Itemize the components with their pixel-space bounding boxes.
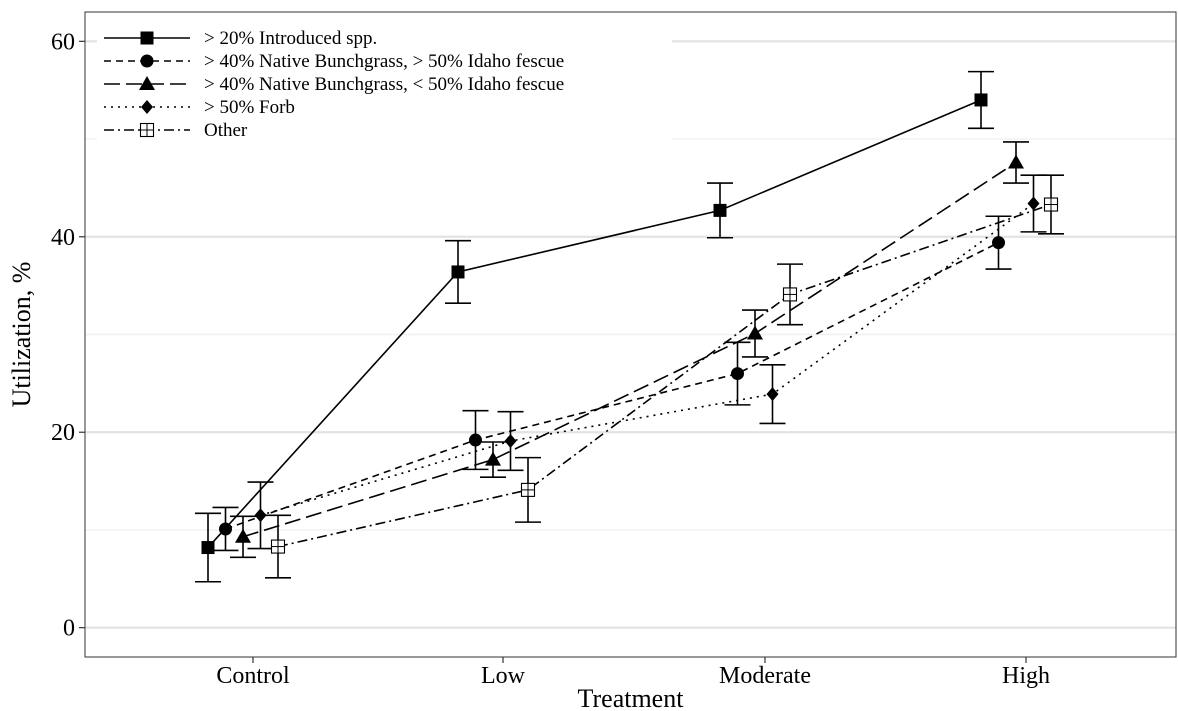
- series-layer: [195, 70, 1064, 583]
- marker-crossed-square: [520, 482, 536, 497]
- y-tick-label: 0: [63, 616, 75, 642]
- marker-diamond: [254, 508, 267, 523]
- marker-triangle: [139, 76, 155, 90]
- series-line: [242, 161, 1017, 538]
- marker-square: [974, 93, 988, 107]
- marker-diamond: [504, 434, 517, 449]
- marker-crossed-square: [782, 287, 798, 302]
- y-tick-label: 60: [51, 29, 75, 55]
- legend-item: > 20% Introduced spp.: [104, 28, 377, 49]
- legend-item: > 40% Native Bunchgrass, < 50% Idaho fes…: [104, 74, 564, 95]
- series-line: [260, 202, 1034, 517]
- series: [247, 174, 1047, 550]
- marker-circle: [219, 522, 232, 536]
- marker-triangle: [1008, 154, 1024, 169]
- x-axis-title: Treatment: [578, 684, 685, 711]
- x-tick-label: Low: [481, 663, 526, 689]
- series: [265, 174, 1064, 579]
- marker-triangle: [235, 528, 251, 543]
- marker-diamond: [141, 100, 153, 114]
- marker-diamond: [766, 387, 779, 402]
- marker-crossed-square: [1043, 197, 1059, 212]
- marker-square: [140, 31, 154, 45]
- marker-triangle: [747, 325, 763, 340]
- legend-item: > 40% Native Bunchgrass, > 50% Idaho fes…: [104, 51, 564, 72]
- legend-label: > 40% Native Bunchgrass, > 50% Idaho fes…: [204, 51, 564, 72]
- marker-circle: [992, 236, 1005, 250]
- y-tick-label: 20: [51, 420, 75, 446]
- series: [230, 141, 1029, 559]
- marker-crossed-square: [270, 539, 286, 554]
- series: [195, 70, 994, 583]
- legend-item: > 50% Forb: [104, 97, 295, 118]
- marker-square: [201, 541, 215, 555]
- marker-diamond: [1027, 196, 1040, 211]
- legend-label: > 20% Introduced spp.: [204, 28, 377, 49]
- legend-label: Other: [204, 120, 248, 141]
- y-tick-label: 40: [51, 225, 75, 251]
- series: [212, 215, 1012, 552]
- x-tick-label: Control: [216, 663, 290, 689]
- series-line: [277, 203, 1052, 548]
- marker-crossed-square: [139, 122, 155, 138]
- marker-square: [451, 265, 465, 279]
- marker-circle: [731, 367, 744, 381]
- marker-square: [713, 203, 727, 217]
- marker-triangle: [485, 451, 501, 466]
- series-line: [207, 99, 982, 549]
- marker-circle: [140, 54, 154, 68]
- legend-label: > 40% Native Bunchgrass, < 50% Idaho fes…: [204, 74, 564, 95]
- axes: 0 20 40 60 Control Low Moderate High: [51, 29, 1050, 689]
- y-axis-title: Utilization, %: [7, 262, 36, 408]
- marker-circle: [469, 433, 482, 447]
- legend: > 20% Introduced spp.> 40% Native Bunchg…: [97, 22, 672, 147]
- plot-panel: [84, 11, 1177, 658]
- legend-item: Other: [104, 120, 248, 141]
- legend-background: [97, 22, 672, 147]
- x-tick-label: High: [1002, 663, 1050, 689]
- legend-label: > 50% Forb: [204, 97, 295, 118]
- series-line: [225, 241, 999, 530]
- x-tick-label: Moderate: [719, 663, 811, 689]
